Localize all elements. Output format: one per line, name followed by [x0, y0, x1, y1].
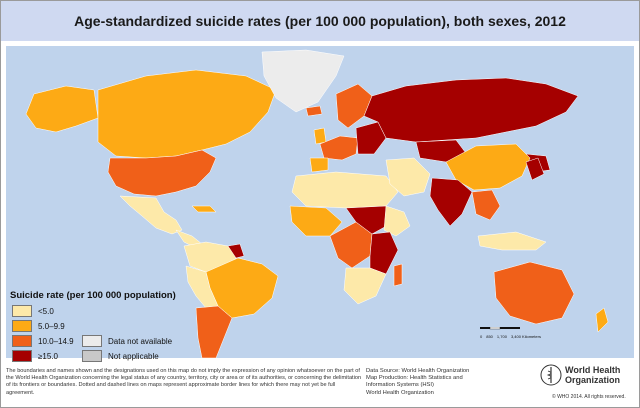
map-title: Age-standardized suicide rates (per 100 …	[74, 13, 566, 29]
data-source: Data Source: World Health Organization M…	[366, 368, 516, 397]
legend-swatch	[12, 305, 32, 317]
legend-label: 5.0–9.9	[38, 321, 65, 331]
legend-item: Not applicable	[82, 350, 159, 362]
scale-bar: 0 850 1,700 3,400 Kilometers	[480, 326, 541, 339]
region-scandinavia	[335, 83, 373, 129]
scale-tick: 0	[480, 334, 483, 339]
who-logo-line: World Health	[565, 365, 621, 375]
who-logo-text: World Health Organization	[565, 365, 620, 385]
world-map-svg	[25, 49, 609, 358]
legend-swatch	[12, 350, 32, 362]
region-uk	[313, 127, 327, 145]
region-southeast-asia	[471, 189, 501, 221]
scale-tick: 3,400 Kilometers	[510, 334, 541, 339]
legend-swatch	[82, 350, 102, 362]
legend-swatch	[82, 335, 102, 347]
region-mexico	[119, 195, 183, 235]
who-emblem-icon	[540, 364, 562, 386]
disclaimer-text: The boundaries and names shown and the d…	[6, 368, 362, 396]
region-iberia	[309, 157, 329, 173]
region-southern-africa	[343, 267, 387, 305]
region-guyana	[227, 243, 245, 259]
source-line: Information Systems (HSI)	[366, 382, 434, 389]
legend-item: ≥15.0	[12, 350, 58, 362]
region-sudan	[345, 205, 391, 235]
who-logo-line: Organization	[565, 375, 621, 385]
scale-bar-line	[480, 326, 520, 330]
legend-label: Data not available	[108, 336, 173, 346]
legend-label: Not applicable	[108, 351, 159, 361]
region-india	[429, 177, 473, 227]
region-middle-east	[385, 157, 431, 197]
region-greenland	[261, 49, 345, 113]
legend-item: 5.0–9.9	[12, 320, 65, 332]
region-new-zealand	[595, 307, 609, 333]
legend-item: Data not available	[82, 335, 172, 347]
world-map	[6, 46, 634, 358]
legend-label: 10.0–14.9	[38, 336, 74, 346]
legend-item: 10.0–14.9	[12, 335, 74, 347]
region-russia	[363, 77, 579, 143]
region-canada	[97, 69, 277, 159]
legend-item: <5.0	[12, 305, 54, 317]
legend-swatch	[12, 335, 32, 347]
region-horn-of-africa	[383, 205, 411, 237]
region-cuba	[191, 205, 217, 213]
source-line: Data Source: World Health Organization	[366, 368, 470, 374]
region-alaska	[25, 85, 99, 133]
region-argentina-chile	[195, 305, 233, 358]
legend-label: ≥15.0	[38, 351, 58, 361]
source-line: Map Production: Health Statistics and	[366, 375, 463, 382]
region-west-africa	[289, 205, 343, 237]
legend-label: <5.0	[38, 306, 54, 316]
region-australia	[493, 261, 575, 325]
region-eastern-europe	[355, 121, 387, 155]
region-madagascar	[393, 263, 403, 287]
scale-tick: 850	[486, 334, 493, 339]
source-line: World Health Organization	[366, 389, 434, 396]
region-japan-korea	[525, 157, 545, 181]
copyright: © WHO 2014. All rights reserved.	[552, 394, 626, 400]
scale-tick: 1,700	[496, 334, 507, 339]
region-north-africa	[291, 171, 399, 209]
who-logo: World Health Organization	[540, 364, 620, 386]
title-bar: Age-standardized suicide rates (per 100 …	[1, 1, 639, 41]
legend-swatch	[12, 320, 32, 332]
region-indonesia	[477, 231, 547, 251]
legend-title: Suicide rate (per 100 000 population)	[10, 290, 176, 301]
region-iceland	[305, 105, 323, 117]
region-usa	[107, 149, 217, 197]
